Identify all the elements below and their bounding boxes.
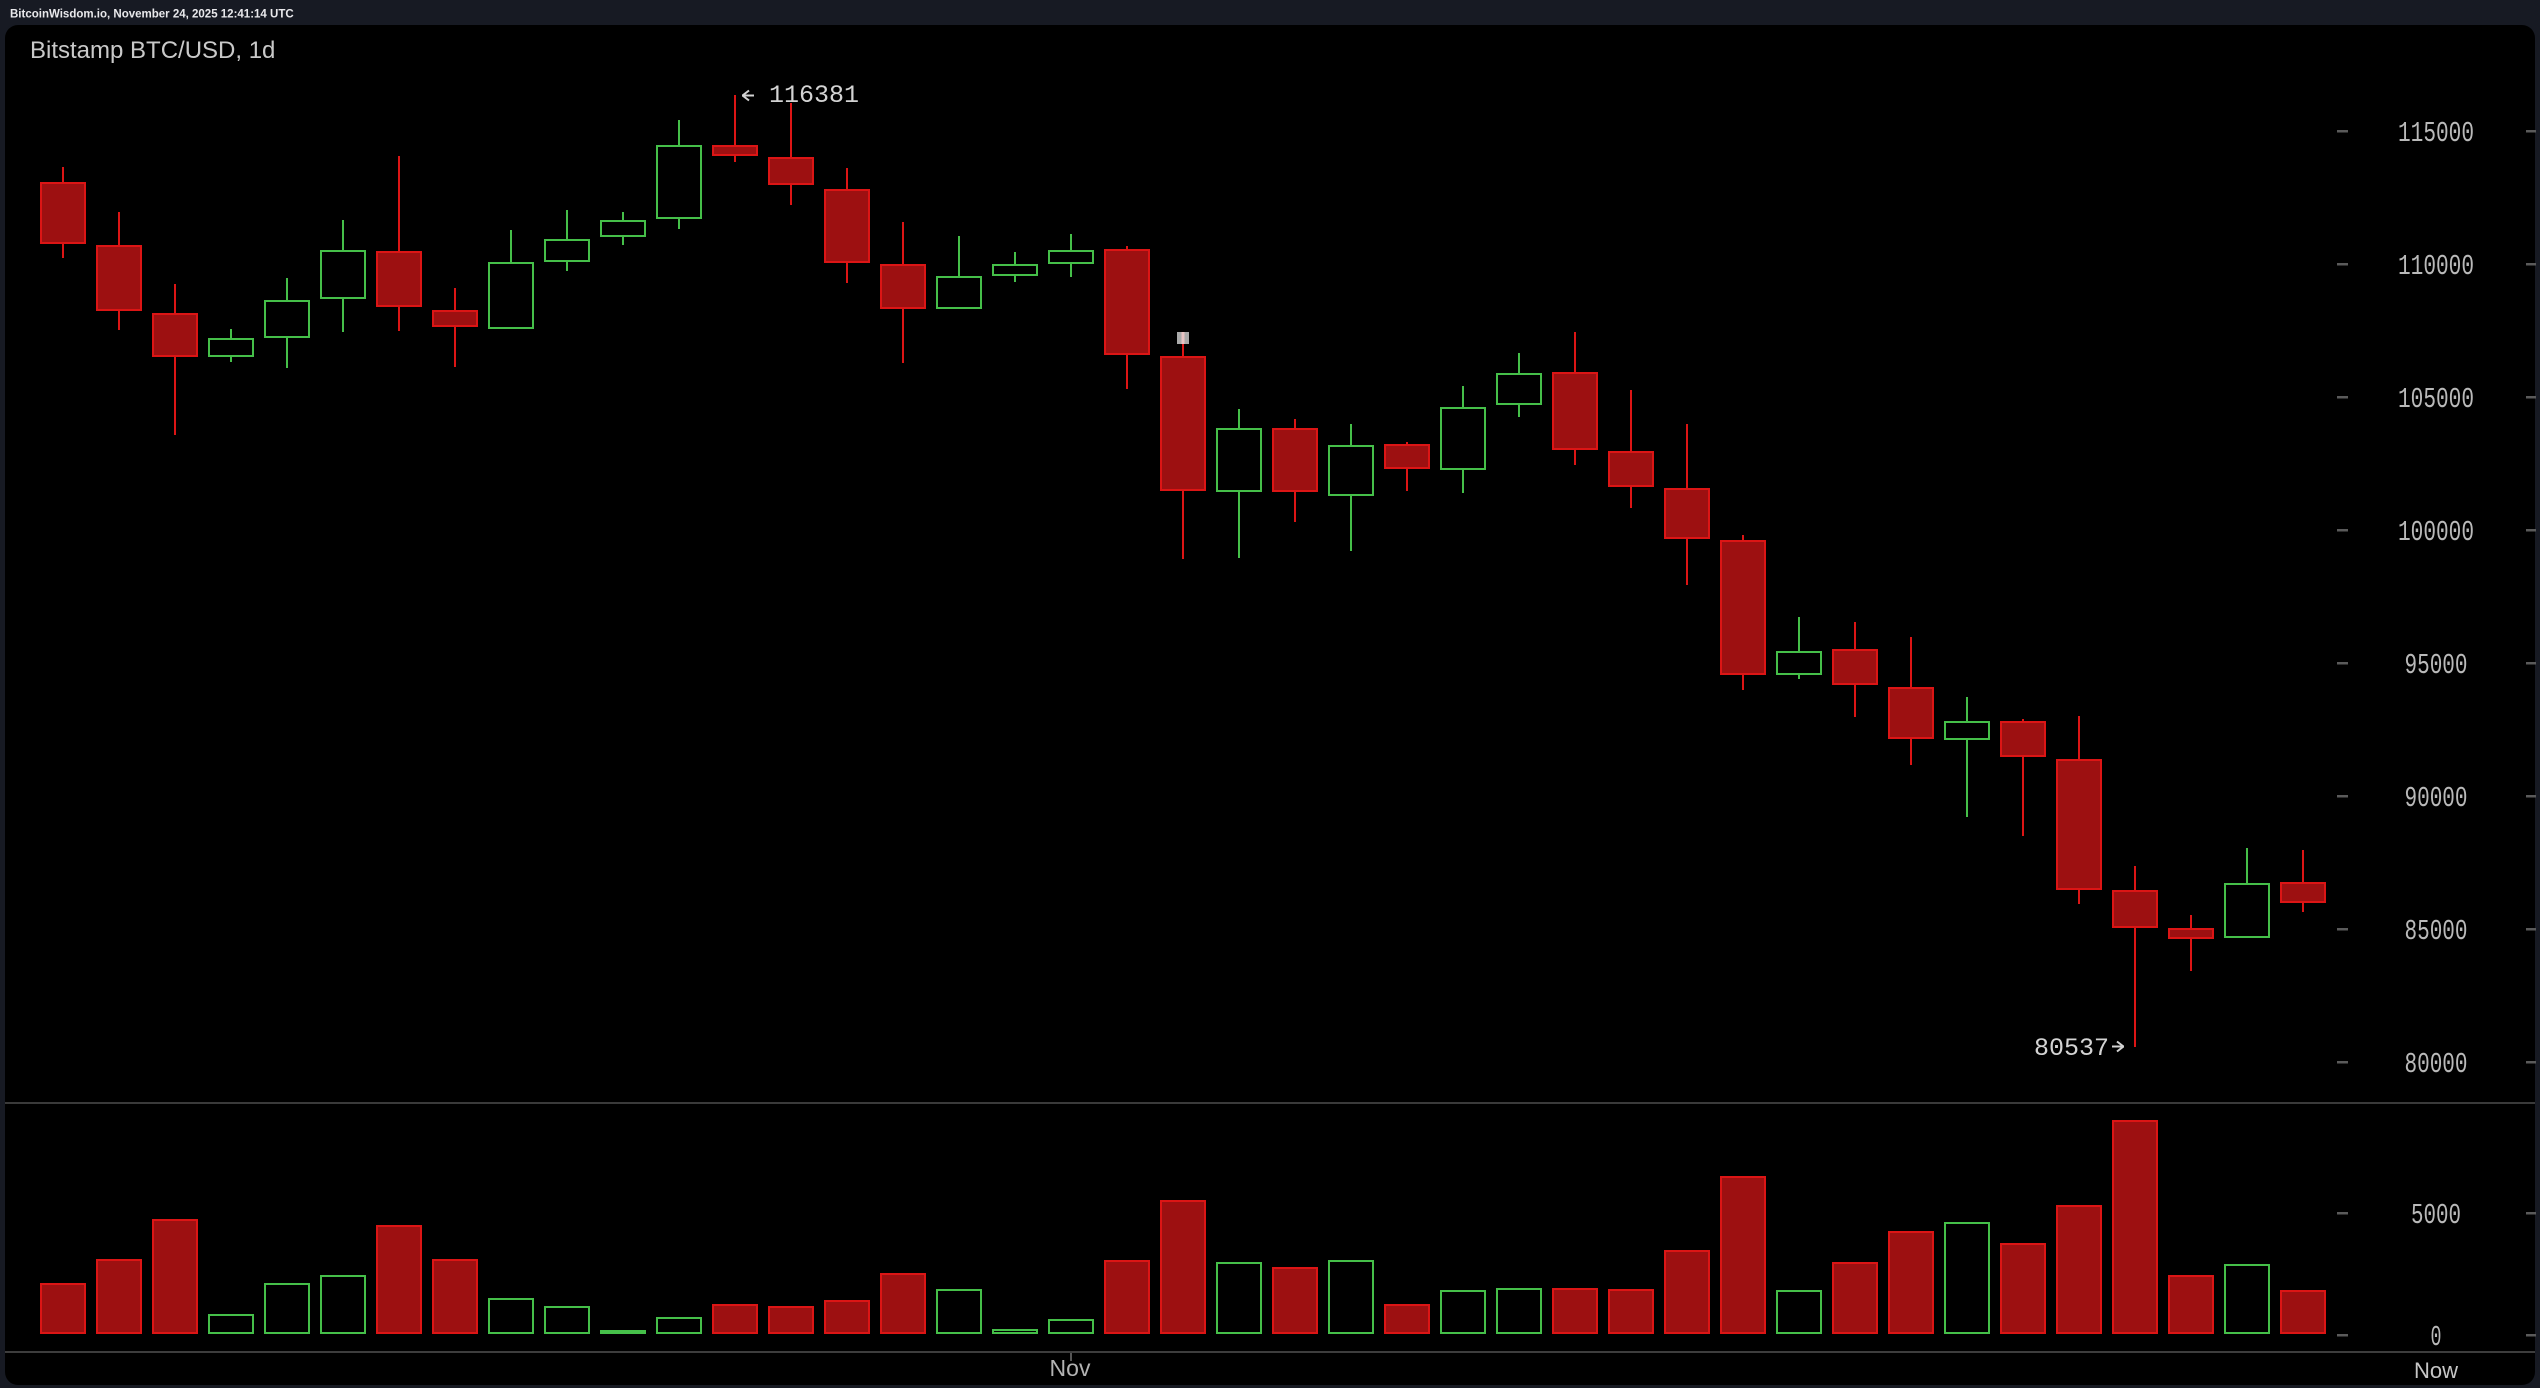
svg-text:80000: 80000 xyxy=(2405,1048,2468,1081)
svg-text:BitcoinWisdom.io, November 24,: BitcoinWisdom.io, November 24, 2025 12:4… xyxy=(10,9,294,21)
svg-text:0: 0 xyxy=(2431,1321,2442,1354)
svg-text:105000: 105000 xyxy=(2398,383,2474,416)
svg-text:Nov: Nov xyxy=(1050,1355,1091,1381)
svg-text:90000: 90000 xyxy=(2405,782,2468,815)
svg-text:Bitstamp BTC/USD, 1d: Bitstamp BTC/USD, 1d xyxy=(30,37,275,64)
svg-text:80537: 80537 xyxy=(2034,1034,2109,1063)
svg-text:100000: 100000 xyxy=(2398,516,2474,549)
svg-text:5000: 5000 xyxy=(2411,1199,2461,1232)
svg-text:Now: Now xyxy=(2414,1358,2458,1383)
svg-text:115000: 115000 xyxy=(2398,117,2474,150)
svg-text:116381: 116381 xyxy=(769,81,859,110)
svg-text:110000: 110000 xyxy=(2398,250,2474,283)
svg-text:95000: 95000 xyxy=(2405,649,2468,682)
svg-text:85000: 85000 xyxy=(2405,915,2468,948)
